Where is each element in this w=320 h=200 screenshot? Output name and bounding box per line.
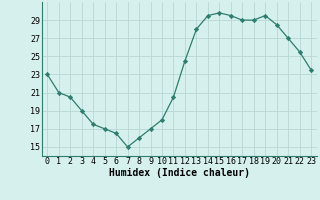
X-axis label: Humidex (Indice chaleur): Humidex (Indice chaleur)	[109, 168, 250, 178]
